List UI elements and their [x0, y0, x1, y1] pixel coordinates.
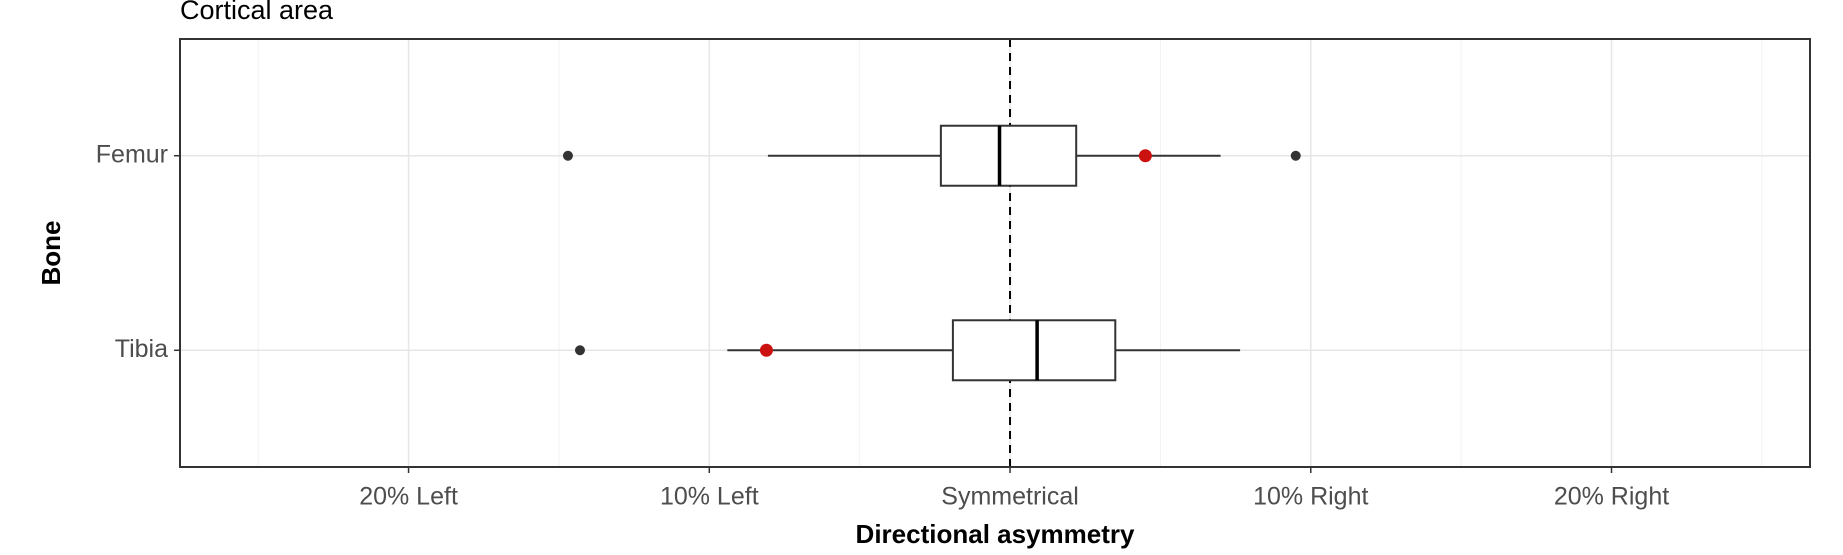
- x-tick-label: Symmetrical: [941, 483, 1079, 511]
- highlight-point: [1138, 149, 1152, 163]
- y-axis-title: Bone: [36, 221, 66, 286]
- highlight-point: [759, 343, 773, 357]
- outlier: [574, 345, 585, 356]
- chart-title: Cortical area: [180, 0, 334, 25]
- box: [951, 319, 1117, 382]
- outlier: [562, 150, 573, 161]
- y-tick-label: Femur: [96, 140, 168, 168]
- panel-border: [179, 38, 1811, 468]
- x-axis-title: Directional asymmetry: [856, 519, 1135, 549]
- x-tick-label: 10% Left: [660, 483, 759, 511]
- outlier: [1290, 150, 1301, 161]
- y-tick-label: Tibia: [115, 335, 168, 363]
- x-tick-label: 20% Left: [359, 483, 458, 511]
- box: [939, 124, 1078, 187]
- x-tick-label: 20% Right: [1554, 483, 1669, 511]
- x-tick-label: 10% Right: [1253, 483, 1368, 511]
